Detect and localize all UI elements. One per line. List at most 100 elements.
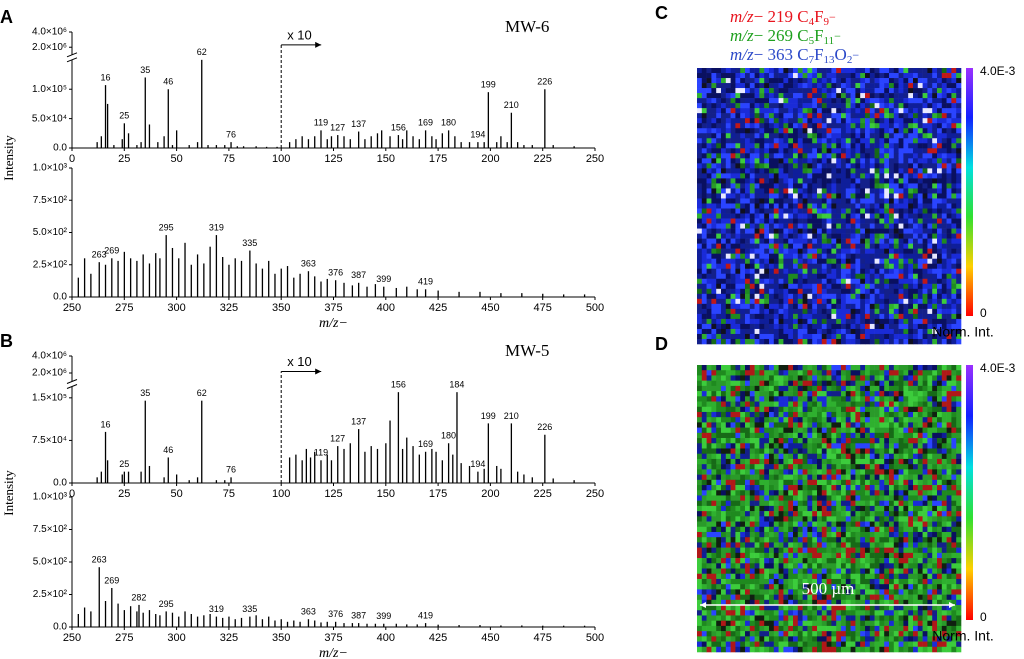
pixel [773,203,779,209]
pixel [879,233,885,239]
pixel [893,495,899,501]
pixel [951,238,957,244]
peak [343,448,345,483]
pixel [903,417,909,423]
pixel [898,113,904,119]
pixel [893,243,899,249]
pixel [869,163,875,169]
pixel [706,118,712,124]
pixel [874,213,880,219]
peak [487,92,490,148]
pixel [697,453,703,460]
pixel [706,370,712,376]
pixel [903,78,909,84]
pixel [783,83,789,89]
pixel [769,432,775,439]
pixel [879,158,885,164]
pixel [807,108,813,114]
pixel [855,183,861,189]
pixel [797,293,803,300]
pixel [759,401,765,408]
pixel [893,422,899,428]
pixel [908,313,914,320]
pixel [879,474,885,481]
pixel [711,338,717,345]
pixel [697,223,703,229]
pixel [735,103,741,109]
peak [441,133,443,148]
pixel [913,288,919,295]
pixel [860,138,866,144]
pixel [716,223,722,229]
pixel [850,273,856,280]
pixel [946,78,952,84]
pixel [706,338,712,345]
pixel [783,293,789,300]
pixel [884,118,890,124]
pixel [725,485,731,491]
pixel [956,458,962,465]
pixel [773,308,779,315]
pixel [778,283,784,290]
pixel [793,83,799,89]
pixel [836,93,842,99]
pixel [793,448,799,455]
pixel [927,417,933,423]
pixel [735,258,741,265]
pixel [754,203,760,209]
pixel [855,233,861,239]
pixel [860,213,866,219]
pixel [807,208,813,214]
pixel [908,153,914,159]
pixel [922,375,928,381]
pixel [855,133,861,139]
pixel [759,464,765,470]
pixel [956,380,962,387]
pixel [845,490,851,496]
peak-label: 156 [391,380,406,390]
pixel [817,183,823,189]
pixel [764,83,770,89]
pixel [927,93,933,99]
pixel [903,422,909,428]
pixel [821,168,827,174]
pixel [764,438,770,444]
pixel [913,148,919,154]
pixel [783,73,789,79]
pixel [951,273,957,280]
pixel [730,422,736,428]
pixel [802,396,808,402]
pixel [860,253,866,259]
pixel [783,138,789,144]
pixel [869,485,875,491]
pixel [860,118,866,124]
pixel [797,93,803,99]
pixel [759,158,765,164]
pixel [826,253,832,259]
pixel [937,223,943,229]
pixel [821,78,827,84]
pixel [793,243,799,249]
x-tick-label: 375 [324,302,342,314]
pixel [913,490,919,496]
pixel [764,93,770,99]
pixel [874,443,880,449]
pixel [740,479,746,486]
peak [261,619,264,627]
pixel [836,88,842,94]
peak [98,567,100,627]
pixel [793,133,799,139]
pixel [716,208,722,214]
pixel [826,73,832,79]
pixel [898,328,904,335]
pixel [903,385,909,392]
pixel [716,273,722,280]
pixel [725,432,731,439]
pixel [913,303,919,310]
pixel [716,438,722,444]
pixel [802,308,808,315]
pixel [759,233,765,239]
pixel [884,479,890,486]
pixel [956,375,962,381]
pixel [697,438,703,444]
